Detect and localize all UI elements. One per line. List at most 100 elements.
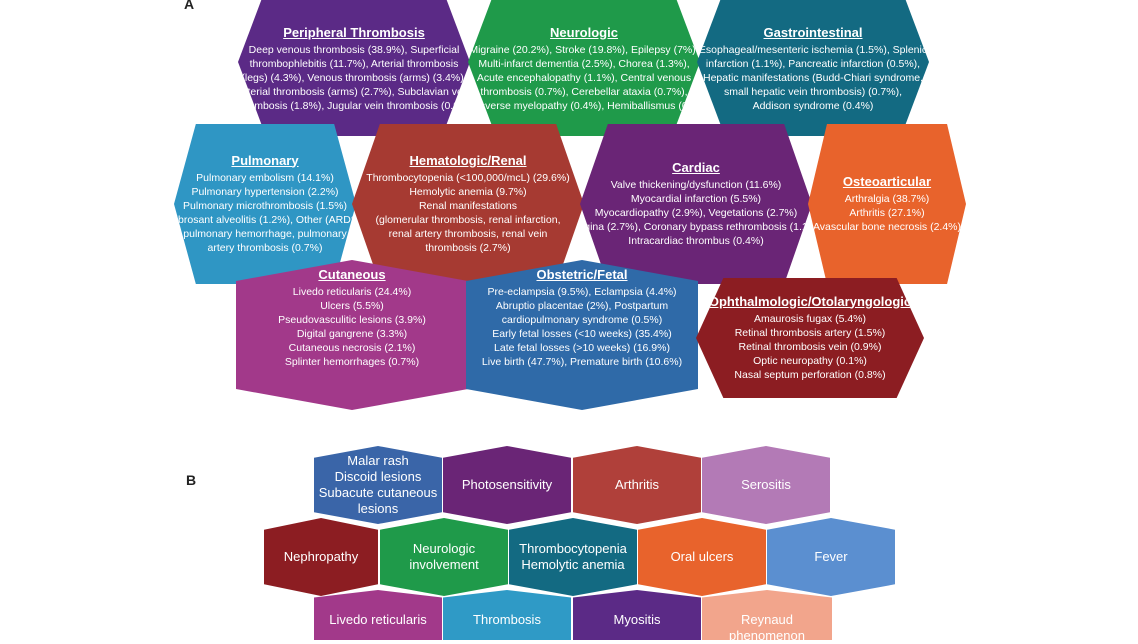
- hex-line: Ulcers (5.5%): [320, 300, 384, 312]
- hex-title: Obstetric/Fetal: [536, 267, 628, 282]
- hex-line: cardiopulmonary syndrome (0.5%): [501, 314, 663, 326]
- hex-b-line: lesions: [357, 501, 399, 516]
- hex-title: Gastrointestinal: [763, 24, 863, 40]
- hex-line: Arthralgia (38.7%): [844, 192, 930, 205]
- hex-b-livedo: Livedo reticularis: [314, 590, 442, 640]
- hex-hematologic: Hematologic/Renal Thrombocytopenia (<100,…: [352, 124, 584, 284]
- hex-line: Hemolytic anemia (9.7%): [409, 185, 527, 198]
- hex-b-line: Arthritis: [614, 477, 660, 492]
- hex-cutaneous: Cutaneous Livedo reticularis (24.4%) Ulcer…: [236, 260, 468, 410]
- hex-line: Arterial thrombosis (arms) (2.7%), Subcl…: [237, 85, 471, 98]
- hex-line: Arthritis (27.1%): [849, 206, 925, 219]
- hex-line: thrombosis (1.8%), Jugular vein thrombos…: [236, 99, 472, 112]
- hex-line: Myocardial infarction (5.5%): [630, 192, 762, 205]
- hex-b-malar: Malar rash Discoid lesions Subacute cutane…: [314, 446, 442, 524]
- hex-b-line: Serositis: [741, 477, 791, 492]
- hex-b-line: Livedo reticularis: [329, 612, 427, 627]
- hex-line: Cutaneous necrosis (2.1%): [288, 342, 416, 354]
- hex-b-line: Fever: [814, 549, 848, 564]
- hex-peripheral: Peripheral Thrombosis Deep venous thrombo…: [238, 0, 470, 136]
- hex-line: renal artery thrombosis, renal vein: [388, 227, 548, 240]
- hex-line: Nasal septum perforation (0.8%): [734, 368, 886, 381]
- hex-b-line: involvement: [409, 557, 479, 572]
- hex-b-line: Oral ulcers: [670, 549, 734, 564]
- hex-line: Abruptio placentae (2%), Postpartum: [495, 300, 669, 312]
- hex-line: small hepatic vein thrombosis) (0.7%),: [724, 85, 902, 98]
- hex-b-fever: Fever: [767, 518, 895, 596]
- hex-line: Pulmonary hypertension (2.2%): [191, 185, 339, 198]
- hex-b-line: Neurologic: [412, 541, 476, 556]
- hex-b-serositis: Serositis: [702, 446, 830, 524]
- hex-line: thrombophlebitis (11.7%), Arterial throm…: [249, 57, 459, 70]
- hex-line: Valve thickening/dysfunction (11.6%): [610, 178, 782, 191]
- hex-title: Cutaneous: [318, 267, 386, 282]
- hex-b-line: Malar rash: [347, 453, 409, 468]
- hex-b-line: Photosensitivity: [461, 477, 553, 492]
- hex-line: Retinal thrombosis artery (1.5%): [734, 326, 886, 339]
- hex-title: Cardiac: [672, 159, 720, 175]
- hex-title: Pulmonary: [231, 152, 299, 168]
- hex-line: infarction (1.1%), Pancreatic infarction…: [705, 57, 921, 70]
- hex-line: Deep venous thrombosis (38.9%), Superfic…: [248, 43, 460, 56]
- hex-line: Renal manifestations: [418, 199, 518, 212]
- hex-line: Pulmonary microthrombosis (1.5%): [183, 199, 347, 212]
- hex-b-neuro: Neurologic involvement: [380, 518, 508, 596]
- hex-line: Early fetal losses (<10 weeks) (35.4%): [492, 328, 672, 340]
- hex-b-line: Reynaud phenomenon: [729, 612, 805, 643]
- hex-line: artery thrombosis (0.7%): [207, 241, 323, 254]
- hex-neurologic: Neurologic Migraine (20.2%), Stroke (19.8…: [468, 0, 700, 136]
- hex-line: Splinter hemorrhages (0.7%): [284, 356, 420, 368]
- hex-b-oral: Oral ulcers: [638, 518, 766, 596]
- hex-line: Livedo reticularis (24.4%): [292, 286, 412, 298]
- hex-line: Digital gangrene (3.3%): [296, 328, 408, 340]
- hex-line: pulmonary hemorrhage, pulmonary: [183, 227, 347, 240]
- hex-b-myositis: Myositis: [573, 590, 701, 640]
- hex-line: Hepatic manifestations (Budd-Chiari synd…: [702, 71, 923, 84]
- hex-line: Intracardiac thrombus (0.4%): [628, 234, 764, 247]
- hex-title: Ophthalmologic/Otolaryngologic: [708, 293, 912, 309]
- hex-b-line: Thrombocytopenia: [519, 541, 627, 556]
- hex-title: Hematologic/Renal: [409, 152, 527, 168]
- panel-b-label: B: [186, 472, 197, 488]
- hex-line: Avascular bone necrosis (2.4%): [812, 220, 962, 233]
- hex-line: Optic neuropathy (0.1%): [753, 354, 867, 367]
- hex-line: Late fetal losses (>10 weeks) (16.9%): [494, 342, 670, 354]
- hex-line: Transverse myelopathy (0.4%), Hemiballis…: [458, 99, 710, 112]
- hex-line: Retinal thrombosis vein (0.9%): [738, 340, 882, 353]
- hex-ophthalmo: Ophthalmologic/Otolaryngologic Amaurosis …: [696, 278, 924, 398]
- hex-line: thrombosis (0.7%), Cerebellar ataxia (0.…: [480, 85, 688, 98]
- hex-b-raynaud: Reynaud phenomenon: [702, 590, 832, 640]
- hex-line: Migraine (20.2%), Stroke (19.8%), Epilep…: [469, 43, 699, 56]
- hex-obstetric: Obstetric/Fetal Pre-eclampsia (9.5%), Ecl…: [466, 260, 698, 410]
- hex-gastro: Gastrointestinal Esophageal/mesenteric is…: [697, 0, 929, 136]
- panel-a-label: A: [184, 0, 195, 12]
- hex-cardiac: Cardiac Valve thickening/dysfunction (11.…: [580, 124, 812, 284]
- hex-line: thrombosis (2.7%): [425, 241, 511, 254]
- hex-line: Esophageal/mesenteric ischemia (1.5%), S…: [698, 43, 928, 56]
- hex-b-thrombosis: Thrombosis: [443, 590, 571, 640]
- hex-b-line: Hemolytic anemia: [521, 557, 625, 572]
- hex-line: Pseudovasculitic lesions (3.9%): [278, 314, 426, 326]
- hex-b-photo: Photosensitivity: [443, 446, 571, 524]
- hex-line: (glomerular thrombosis, renal infarction…: [375, 213, 561, 226]
- hex-title: Neurologic: [550, 24, 618, 40]
- hex-line: Acute encephalopathy (1.1%), Central ven…: [476, 71, 692, 84]
- hex-line: (legs) (4.3%), Venous thrombosis (arms) …: [241, 71, 467, 84]
- hex-title: Peripheral Thrombosis: [283, 24, 425, 40]
- hex-line: Addison syndrome (0.4%): [752, 99, 874, 112]
- hex-line: Angina (2.7%), Coronary bypass rethrombo…: [571, 220, 821, 233]
- hex-b-line: Discoid lesions: [334, 469, 422, 484]
- hex-line: Pre-eclampsia (9.5%), Eclampsia (4.4%): [487, 286, 677, 298]
- hex-b-arthritis: Arthritis: [573, 446, 701, 524]
- hex-b-line: Nephropathy: [283, 549, 359, 564]
- hex-pulmonary: Pulmonary Pulmonary embolism (14.1%) Pulmo…: [174, 124, 356, 284]
- hex-line: Thrombocytopenia (<100,000/mcL) (29.6%): [366, 171, 570, 184]
- hex-line: Myocardiopathy (2.9%), Vegetations (2.7%…: [594, 206, 798, 219]
- hex-b-line: Myositis: [613, 612, 661, 627]
- hex-line: Pulmonary embolism (14.1%): [196, 171, 334, 184]
- hex-line: Amaurosis fugax (5.4%): [753, 312, 867, 325]
- hex-line: Multi-infarct dementia (2.5%), Chorea (1…: [478, 57, 690, 70]
- hex-line: Live birth (47.7%), Premature birth (10.…: [481, 356, 683, 368]
- hex-b-nephropathy: Nephropathy: [264, 518, 378, 596]
